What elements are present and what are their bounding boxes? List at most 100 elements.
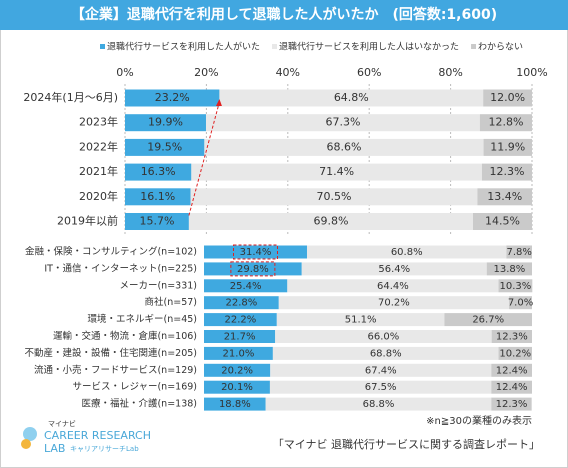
value-label: 12.4% — [496, 365, 528, 376]
bar-segment — [270, 363, 492, 377]
highlight-box — [230, 261, 276, 277]
bar-segment — [479, 114, 532, 132]
category-label: サービス・レジャー(n=169) — [72, 382, 197, 393]
value-label: 70.2% — [378, 298, 410, 309]
value-label: 21.0% — [223, 348, 255, 359]
legend-label: 退職代行サービスを利用した人がいた — [107, 41, 260, 53]
bar-segment — [477, 188, 532, 206]
bar-segment — [204, 245, 307, 259]
value-label: 22.8% — [226, 298, 258, 309]
title-banner — [0, 0, 568, 30]
bar-segment — [491, 363, 532, 377]
value-label: 13.8% — [493, 264, 525, 275]
value-label: 13.4% — [487, 190, 522, 203]
bar-segment — [287, 279, 499, 293]
bar-segment — [125, 89, 220, 107]
value-label: 25.4% — [230, 281, 262, 292]
bar-segment — [272, 346, 499, 360]
x-tick-label: 20% — [194, 66, 218, 79]
logo-text: マイナビ — [48, 419, 76, 428]
bar-segment — [125, 163, 192, 181]
x-tick-label: 100% — [516, 66, 547, 79]
logo-text: LAB — [44, 442, 65, 455]
bar-segment — [306, 245, 507, 259]
bar-segment — [472, 213, 532, 230]
category-label: 2019年以前 — [57, 214, 118, 228]
logo-text: キャリアリサーチLab — [70, 445, 139, 453]
note: ※n≧30の業種のみ表示 — [426, 414, 532, 427]
category-label: 商社(n=57) — [145, 296, 197, 308]
x-tick-label: 40% — [276, 66, 300, 79]
x-tick-label: 80% — [438, 66, 462, 79]
bar-segment — [278, 296, 510, 310]
bar-segment — [125, 188, 191, 206]
category-label: 2024年(1月～6月) — [23, 90, 118, 104]
value-label: 10.2% — [499, 348, 531, 359]
value-label: 12.4% — [496, 382, 528, 393]
value-label: 12.0% — [490, 91, 525, 104]
value-label: 12.3% — [496, 399, 528, 410]
bar-segment — [204, 346, 273, 360]
bar-segment — [204, 262, 302, 276]
trend-arrowhead — [215, 99, 222, 106]
chart-title: 【企業】退職代行を利用して退職した人がいたか (回答数:1,600) — [71, 6, 497, 23]
bar-segment — [498, 279, 533, 293]
trend-arrow — [188, 101, 220, 216]
logo-text: CAREER RESEARCH — [44, 429, 151, 442]
value-label: 16.3% — [141, 165, 176, 178]
bar-segment — [204, 279, 288, 293]
value-label: 19.5% — [147, 140, 182, 153]
bar-segment — [486, 262, 532, 276]
value-label: 15.7% — [139, 215, 174, 228]
bar-segment — [204, 380, 270, 394]
category-label: メーカー(n=331) — [119, 280, 197, 291]
bar-segment — [491, 380, 532, 394]
value-label: 68.8% — [363, 399, 395, 410]
bar-segment — [204, 363, 271, 377]
bar-segment — [275, 330, 492, 343]
value-label: 29.8% — [237, 264, 269, 275]
value-label: 69.8% — [313, 215, 348, 228]
value-label: 11.9% — [490, 140, 525, 153]
category-label: 流通・小売・フードサービス(n=129) — [34, 364, 197, 376]
category-label: 金融・保険・コンサルティング(n=102) — [25, 246, 197, 258]
value-label: 51.1% — [345, 315, 377, 326]
category-label: 2020年 — [79, 189, 118, 203]
category-label: 不動産・建設・設備・住宅関連(n=205) — [24, 347, 197, 359]
value-label: 67.4% — [365, 365, 397, 376]
value-label: 12.3% — [489, 165, 524, 178]
value-label: 68.6% — [326, 140, 361, 153]
bar-segment — [204, 397, 266, 411]
value-label: 67.3% — [325, 116, 360, 129]
bar-segment — [190, 188, 478, 206]
bar-segment — [265, 397, 492, 411]
legend-label: 退職代行サービスを利用した人はいなかった — [279, 41, 459, 53]
legend-marker — [100, 44, 105, 49]
value-label: 56.4% — [378, 264, 410, 275]
value-label: 21.7% — [224, 332, 256, 343]
bar-segment — [125, 213, 189, 230]
category-label: 運輸・交通・物流・倉庫(n=106) — [53, 330, 197, 342]
value-label: 7.0% — [508, 298, 533, 309]
category-label: IT・通信・インターネット(n=225) — [44, 262, 197, 274]
bar-segment — [491, 397, 532, 411]
x-tick-label: 60% — [357, 66, 381, 79]
value-label: 16.1% — [140, 190, 175, 203]
value-label: 14.5% — [485, 215, 520, 228]
category-label: 医療・福祉・介護(n=138) — [81, 398, 197, 410]
logo-mark — [21, 439, 31, 449]
bar-segment — [204, 296, 279, 310]
value-label: 20.1% — [221, 382, 253, 393]
value-label: 67.5% — [365, 382, 397, 393]
bar-segment — [481, 163, 532, 181]
bar-segment — [506, 245, 532, 259]
bar-segment — [204, 330, 276, 343]
value-label: 23.2% — [155, 91, 190, 104]
bar-segment — [219, 89, 484, 107]
value-label: 10.3% — [500, 281, 532, 292]
category-label: 2022年 — [79, 139, 118, 153]
value-label: 26.7% — [472, 315, 504, 326]
bar-segment — [498, 346, 532, 360]
source: 「マイナビ 退職代行サービスに関する調査レポート」 — [273, 437, 540, 451]
